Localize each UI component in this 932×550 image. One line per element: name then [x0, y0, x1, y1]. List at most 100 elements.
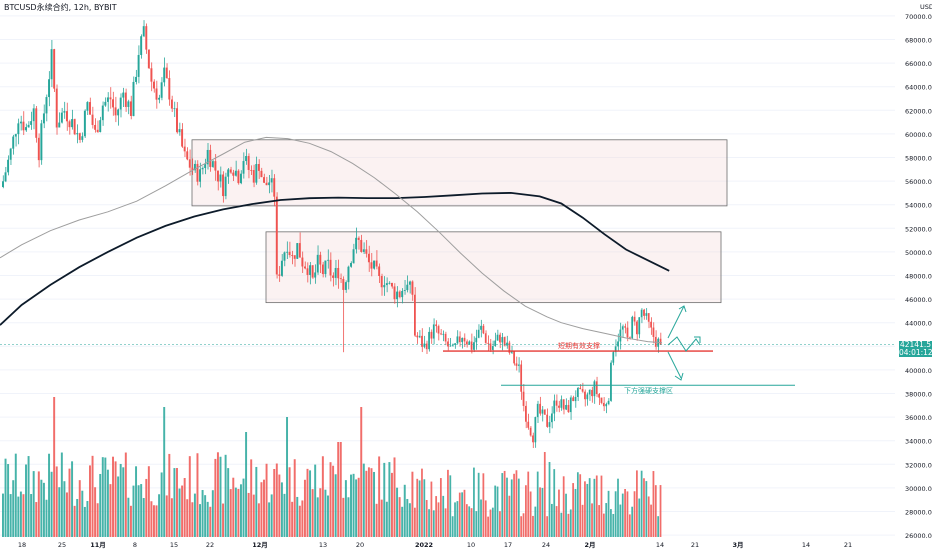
- volume-bar: [425, 499, 428, 537]
- candle-body: [550, 413, 553, 423]
- candle-body: [214, 161, 217, 171]
- volume-bar: [532, 515, 534, 537]
- candle-body: [152, 81, 155, 89]
- volume-bar: [280, 482, 283, 537]
- candle-body: [447, 341, 449, 347]
- candle-body: [444, 333, 447, 342]
- candle-body: [496, 334, 499, 341]
- candle-body: [311, 265, 314, 278]
- volume-bar: [260, 482, 263, 537]
- volume-bar: [605, 503, 608, 537]
- volume-bar: [96, 503, 99, 537]
- candle-body: [326, 259, 329, 261]
- last-price-tag: 42141.5: [899, 340, 932, 349]
- volume-bar: [263, 479, 265, 537]
- candle-body: [22, 121, 25, 131]
- candle-body: [68, 121, 71, 128]
- candle-body: [350, 262, 352, 267]
- symbol-title: BTCUSD永续合约, 12h, BYBIT: [4, 3, 117, 12]
- volume-bar: [163, 407, 166, 537]
- volume-bar: [444, 508, 447, 537]
- candle-body: [470, 341, 473, 350]
- volume-bar: [525, 485, 527, 537]
- candle-body: [375, 260, 378, 267]
- volume-bar: [206, 501, 209, 537]
- candle-body: [71, 119, 74, 128]
- candle-body: [355, 237, 358, 250]
- volume-bar: [506, 477, 508, 537]
- candle-body: [2, 181, 4, 187]
- volume-bar: [176, 468, 178, 537]
- candle-body: [631, 316, 634, 339]
- volume-bar: [286, 417, 289, 537]
- candle-body: [499, 334, 501, 343]
- candle-body: [4, 172, 7, 182]
- candle-body: [607, 400, 610, 405]
- volume-bar: [219, 456, 222, 537]
- volume-bar: [416, 478, 419, 537]
- candle-body: [532, 435, 534, 443]
- candle-body: [600, 397, 603, 403]
- candle-body: [367, 253, 370, 263]
- volume-bar: [224, 454, 227, 537]
- volume-bar: [140, 484, 143, 537]
- candle-body: [83, 110, 86, 137]
- volume-bar: [548, 462, 551, 537]
- candle-body: [63, 111, 66, 113]
- candle-body: [234, 170, 237, 176]
- volume-bar: [109, 484, 112, 537]
- volume-bar: [112, 456, 114, 537]
- volume-bar: [209, 506, 212, 537]
- volume-bar: [165, 495, 168, 537]
- volume-bar: [155, 505, 158, 537]
- candle-body: [645, 313, 648, 316]
- volume-bar: [19, 491, 22, 537]
- candle-body: [477, 329, 480, 338]
- volume-bar: [101, 457, 104, 537]
- candle-body: [334, 267, 337, 278]
- volume-bar: [250, 459, 253, 537]
- candle-body: [562, 399, 565, 410]
- volume-bar: [337, 442, 340, 537]
- candle-body: [621, 326, 624, 330]
- candle-body: [296, 243, 299, 259]
- volume-bar: [482, 473, 485, 537]
- volume-bar: [298, 505, 301, 537]
- y-tick-label: 54000.0: [905, 202, 932, 210]
- volume-bar: [546, 516, 549, 537]
- candle-body: [40, 123, 43, 161]
- volume-bar: [408, 503, 411, 537]
- volume-bar: [588, 478, 591, 537]
- candle-body: [617, 341, 619, 347]
- candle-body: [475, 337, 478, 343]
- volume-bar: [27, 456, 30, 537]
- volume-bar: [520, 516, 523, 537]
- volume-bar: [468, 506, 471, 537]
- volume-bar: [522, 513, 525, 537]
- volume-bar: [339, 442, 342, 537]
- candle-body: [155, 88, 158, 100]
- candle-body: [163, 67, 166, 83]
- volume-bar: [652, 471, 655, 537]
- volume-bar: [232, 477, 235, 537]
- candle-body: [227, 169, 230, 177]
- volume-bar: [617, 478, 619, 537]
- candle-body: [117, 109, 120, 116]
- volume-bar: [247, 492, 250, 537]
- candle-body: [301, 257, 304, 267]
- volume-bar: [142, 498, 145, 537]
- candle-body: [463, 337, 466, 342]
- candle-body: [150, 68, 153, 82]
- candles: [2, 20, 662, 449]
- volume-bar: [296, 496, 299, 537]
- candle-body: [593, 381, 596, 397]
- candle-body: [173, 108, 176, 110]
- volume-bar: [572, 483, 575, 537]
- candle-body: [610, 362, 612, 401]
- volume-bar: [321, 456, 324, 537]
- volume-bar: [378, 456, 381, 537]
- volume-bar: [558, 489, 560, 537]
- volume-bar: [45, 499, 48, 537]
